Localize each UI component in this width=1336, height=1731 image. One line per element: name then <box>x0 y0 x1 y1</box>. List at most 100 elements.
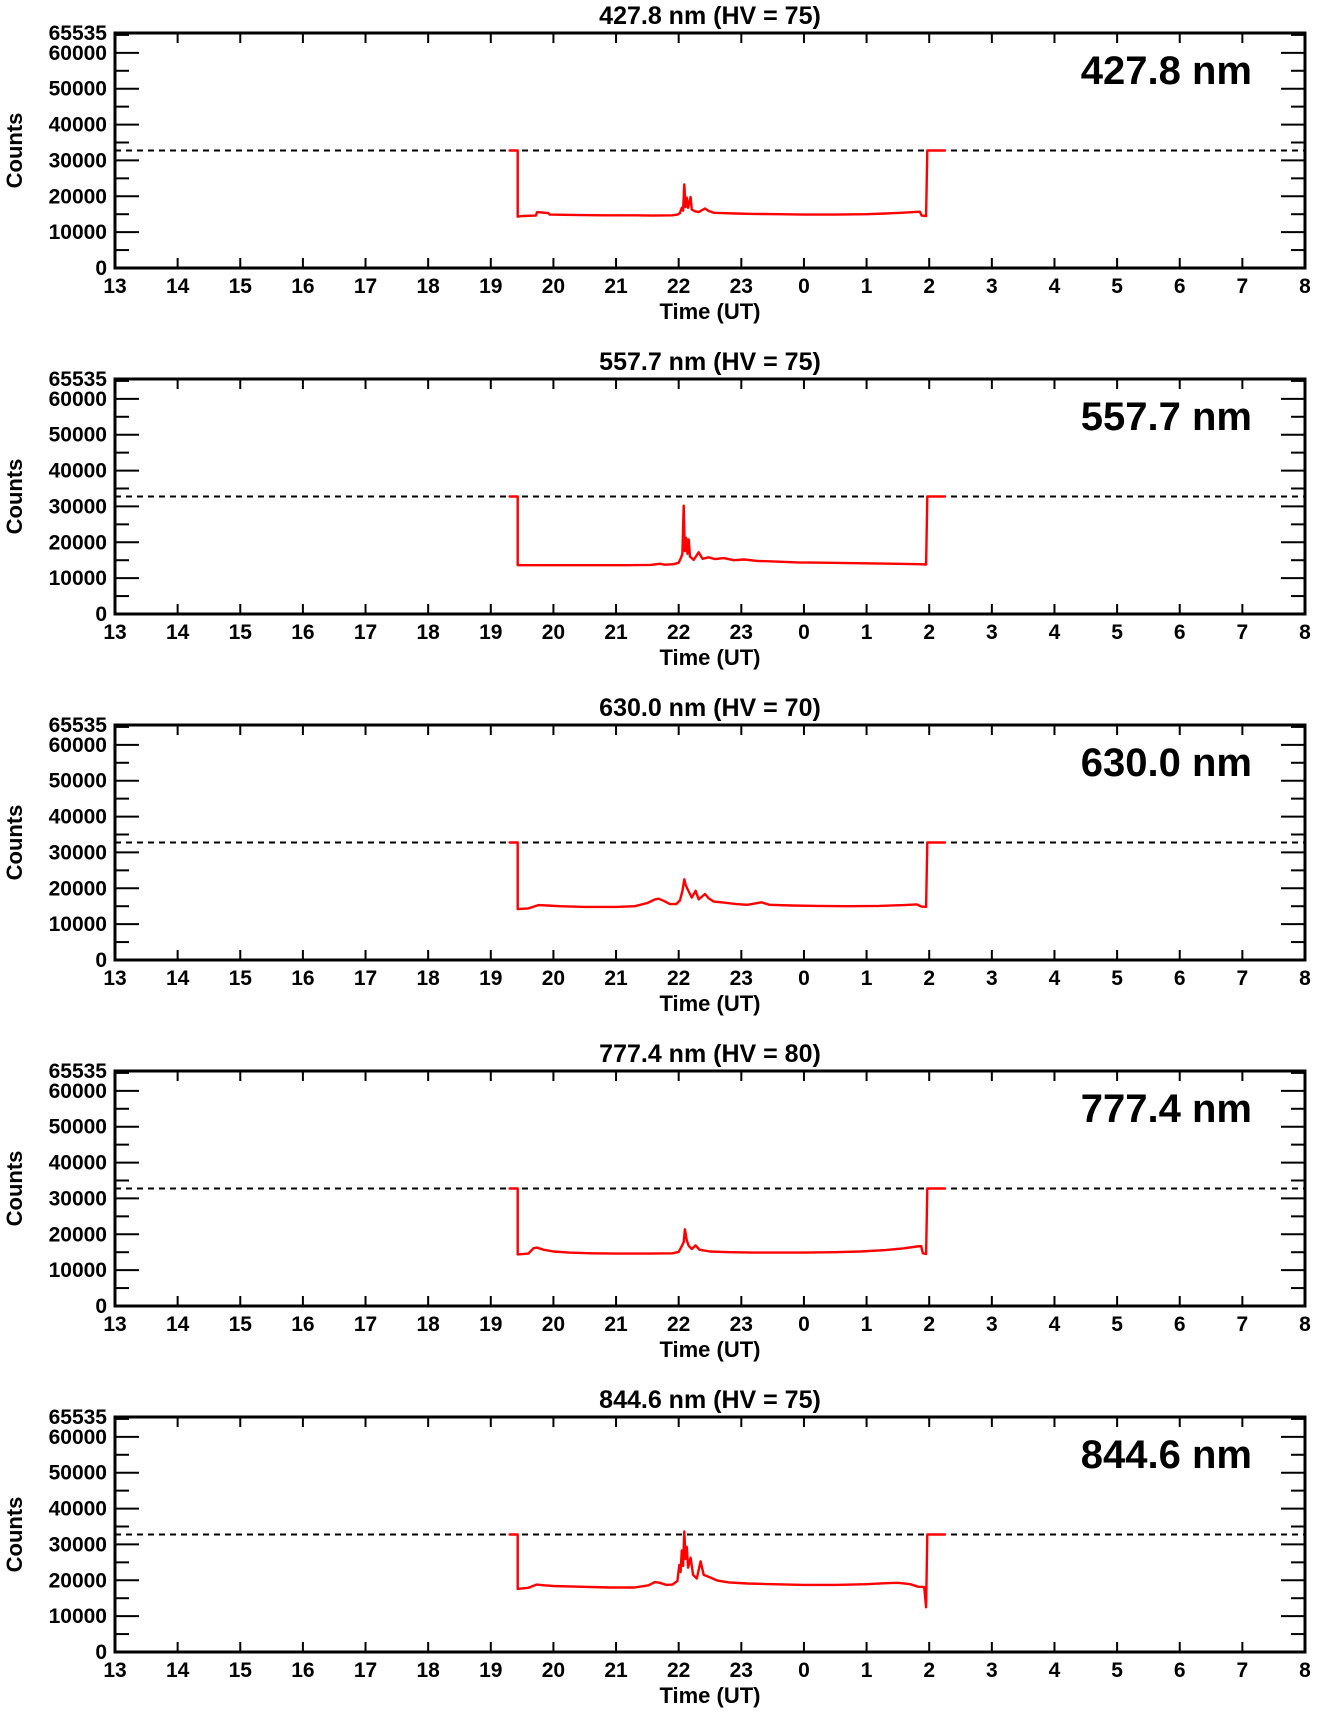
x-tick-label: 23 <box>730 1659 753 1682</box>
x-tick-label: 7 <box>1237 275 1249 298</box>
x-tick-label: 3 <box>986 275 998 298</box>
y-tick-label: 30000 <box>49 1187 107 1210</box>
y-tick-label: 0 <box>95 257 107 280</box>
y-axis-title: Counts <box>2 459 27 535</box>
x-tick-label: 22 <box>667 1313 690 1336</box>
x-tick-label: 17 <box>354 1659 377 1682</box>
x-tick-label: 4 <box>1049 621 1061 644</box>
x-tick-label: 21 <box>604 1313 628 1336</box>
x-tick-label: 3 <box>986 1659 998 1682</box>
chart-panel-630: 630.0 nm (HV = 70) Counts 13 14 15 16 17 18 19 20… <box>0 692 1336 1038</box>
x-tick-label: 15 <box>229 275 253 298</box>
x-axis-title: Time (UT) <box>659 299 760 324</box>
panel-title: 630.0 nm (HV = 70) <box>599 694 821 722</box>
y-tick-label: 50000 <box>49 424 107 447</box>
y-tick-label: 40000 <box>49 1498 107 1521</box>
x-axis-title: Time (UT) <box>659 991 760 1016</box>
plot-frame <box>113 1069 1307 1308</box>
x-tick-label: 19 <box>479 275 502 298</box>
x-tick-label: 4 <box>1049 1313 1061 1336</box>
x-tick-label: 16 <box>291 275 314 298</box>
y-tick-label: 20000 <box>49 1569 107 1592</box>
x-tick-label: 17 <box>354 967 377 990</box>
x-tick-label: 0 <box>798 621 810 644</box>
y-tick-label: 65535 <box>49 714 108 737</box>
x-tick-label: 2 <box>923 1659 935 1682</box>
y-tick-label: 60000 <box>49 388 107 411</box>
x-tick-label: 20 <box>542 1313 565 1336</box>
x-tick-label: 17 <box>354 621 377 644</box>
y-tick-label: 30000 <box>49 149 107 172</box>
x-tick-label: 6 <box>1174 275 1186 298</box>
x-tick-label: 6 <box>1174 1313 1186 1336</box>
x-tick-label: 4 <box>1049 967 1061 990</box>
x-tick-label: 16 <box>291 1313 314 1336</box>
y-tick-label: 65535 <box>49 22 108 45</box>
x-tick-label: 2 <box>923 1313 935 1336</box>
x-tick-label: 15 <box>229 1313 253 1336</box>
x-tick-label: 20 <box>542 1659 565 1682</box>
x-tick-label: 7 <box>1237 1313 1249 1336</box>
x-tick-label: 15 <box>229 621 253 644</box>
x-tick-label: 19 <box>479 1659 502 1682</box>
x-tick-label: 13 <box>103 1659 126 1682</box>
x-tick-label: 8 <box>1299 1313 1311 1336</box>
x-tick-label: 2 <box>923 621 935 644</box>
x-tick-label: 16 <box>291 621 314 644</box>
x-tick-label: 5 <box>1111 1659 1123 1682</box>
x-tick-label: 2 <box>923 275 935 298</box>
x-tick-label: 14 <box>166 1659 190 1682</box>
x-tick-label: 8 <box>1299 275 1311 298</box>
x-tick-label: 13 <box>103 621 126 644</box>
chart-panel-427-8: 427.8 nm (HV = 75) Counts 13 14 15 16 17 18 19 20… <box>0 0 1336 346</box>
x-axis-title: Time (UT) <box>659 1337 760 1362</box>
x-tick-label: 18 <box>416 621 440 644</box>
y-tick-label: 0 <box>95 1295 107 1318</box>
x-tick-label: 18 <box>416 275 440 298</box>
x-tick-label: 1 <box>861 275 873 298</box>
y-tick-label: 10000 <box>49 1259 107 1282</box>
x-tick-label: 3 <box>986 1313 998 1336</box>
y-tick-label: 50000 <box>49 770 107 793</box>
x-tick-label: 16 <box>291 967 314 990</box>
x-tick-label: 7 <box>1237 621 1249 644</box>
x-tick-label: 8 <box>1299 967 1311 990</box>
x-tick-label: 7 <box>1237 1659 1249 1682</box>
y-tick-label: 10000 <box>49 1605 107 1628</box>
y-tick-label: 0 <box>95 949 107 972</box>
x-tick-label: 1 <box>861 967 873 990</box>
x-tick-label: 13 <box>103 967 126 990</box>
panel-title: 427.8 nm (HV = 75) <box>599 2 821 30</box>
x-tick-label: 7 <box>1237 967 1249 990</box>
y-axis-title: Counts <box>2 1497 27 1573</box>
x-tick-label: 22 <box>667 621 690 644</box>
plot-frame <box>113 377 1307 616</box>
x-tick-label: 20 <box>542 621 565 644</box>
y-tick-label: 40000 <box>49 460 107 483</box>
counts-trace <box>508 495 947 567</box>
x-tick-label: 0 <box>798 275 810 298</box>
y-tick-label: 60000 <box>49 734 107 757</box>
x-tick-label: 8 <box>1299 621 1311 644</box>
x-tick-label: 6 <box>1174 1659 1186 1682</box>
y-tick-label: 50000 <box>49 1116 107 1139</box>
y-tick-label: 10000 <box>49 567 107 590</box>
x-tick-label: 13 <box>103 1313 126 1336</box>
y-tick-label: 10000 <box>49 913 107 936</box>
y-tick-label: 10000 <box>49 221 107 244</box>
x-tick-label: 19 <box>479 1313 502 1336</box>
x-tick-label: 6 <box>1174 967 1186 990</box>
x-tick-label: 4 <box>1049 1659 1061 1682</box>
y-tick-label: 60000 <box>49 42 107 65</box>
x-tick-label: 5 <box>1111 1313 1123 1336</box>
y-tick-label: 60000 <box>49 1426 107 1449</box>
x-tick-label: 21 <box>604 1659 628 1682</box>
x-tick-label: 0 <box>798 967 810 990</box>
x-tick-label: 14 <box>166 1313 190 1336</box>
y-tick-label: 40000 <box>49 114 107 137</box>
y-tick-label: 50000 <box>49 78 107 101</box>
